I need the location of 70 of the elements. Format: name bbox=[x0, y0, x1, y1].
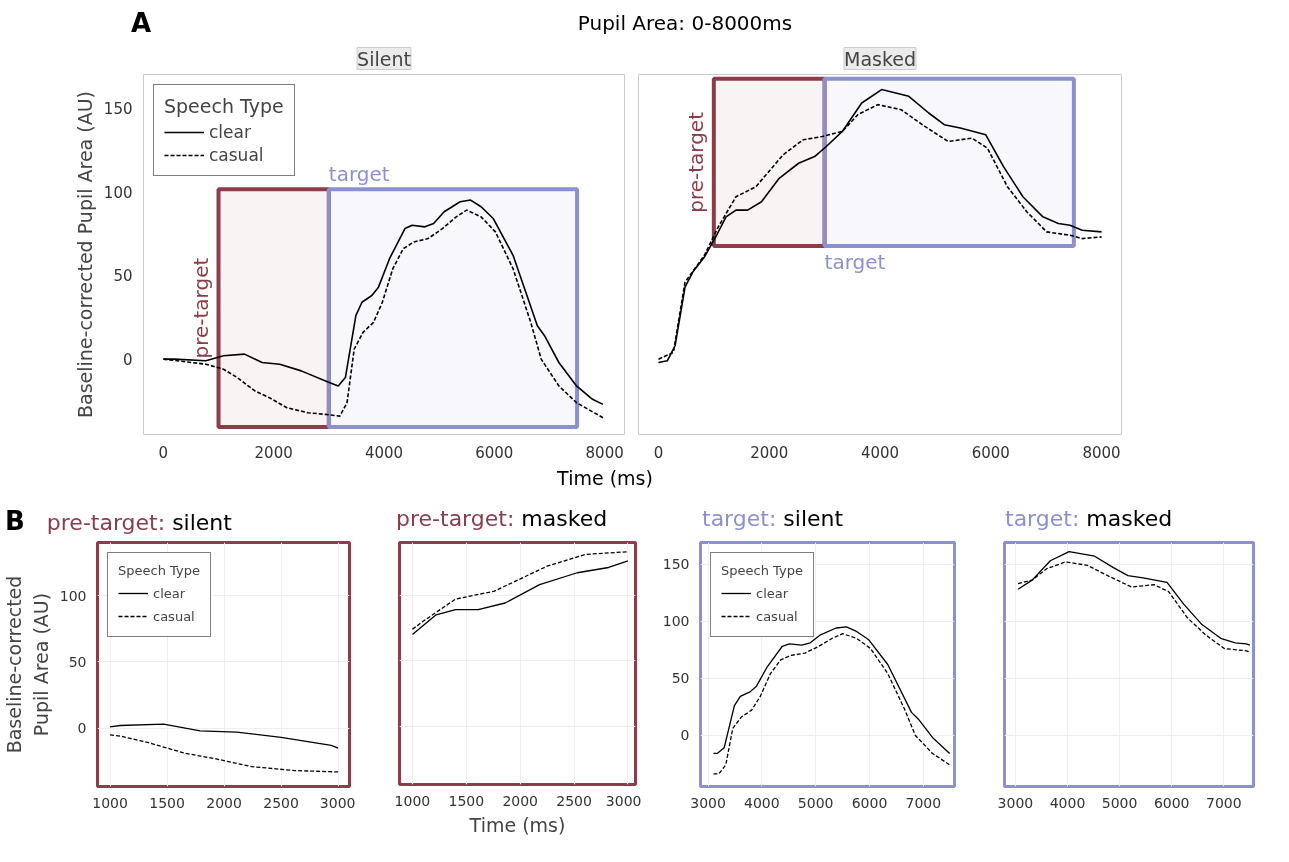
x-tick-label: 2000 bbox=[502, 792, 539, 809]
x-tick-label: 1500 bbox=[149, 794, 185, 811]
band-label: pre-target bbox=[683, 111, 708, 213]
x-tick-label: 4000 bbox=[364, 443, 404, 462]
x-tick-label: 5000 bbox=[797, 794, 834, 811]
legend-title: Speech Type bbox=[164, 95, 284, 117]
text: Pupil Area: 0-8000ms bbox=[577, 10, 793, 37]
y-tick-label: 100 bbox=[59, 587, 87, 604]
x-tick-label: 1000 bbox=[394, 792, 431, 809]
y-axis-title: Baseline-corrected Pupil Area (AU) bbox=[3, 575, 52, 754]
legend-label: casual bbox=[209, 145, 264, 165]
legend-title: Speech Type bbox=[118, 563, 200, 578]
band-label: pre-target bbox=[188, 257, 213, 359]
chart-title: target: silent bbox=[701, 505, 844, 533]
chart-title: Masked bbox=[843, 47, 917, 70]
y-tick-label: 150 bbox=[662, 556, 690, 573]
legend-label: casual bbox=[153, 608, 195, 624]
line-series bbox=[712, 633, 951, 775]
y-tick-label: 0 bbox=[77, 720, 87, 737]
x-tick-label: 6000 bbox=[971, 443, 1010, 462]
x-tick-label: 6000 bbox=[475, 443, 514, 462]
legend-label: casual bbox=[756, 608, 798, 624]
band-label: target bbox=[328, 162, 390, 187]
y-tick-label: 0 bbox=[680, 727, 690, 744]
x-tick-label: 6000 bbox=[1153, 794, 1190, 811]
text: A bbox=[131, 7, 152, 40]
line-series bbox=[712, 626, 951, 755]
x-tick-label: 6000 bbox=[851, 794, 888, 811]
x-tick-label: 3000 bbox=[319, 794, 356, 811]
x-tick-label: 2000 bbox=[206, 794, 242, 811]
y-axis-title: Baseline-corrected Pupil Area (AU) bbox=[73, 90, 96, 419]
y-tick-label: 50 bbox=[671, 670, 690, 687]
legend-title: Speech Type bbox=[721, 563, 803, 578]
chart-title: pre-target: masked bbox=[395, 505, 608, 533]
x-tick-label: 3000 bbox=[997, 794, 1034, 811]
legend-label: clear bbox=[153, 585, 186, 601]
legend-label: clear bbox=[209, 122, 251, 142]
x-tick-label: 8000 bbox=[585, 443, 624, 462]
y-tick-label: 100 bbox=[103, 183, 133, 202]
text: B bbox=[5, 506, 25, 536]
x-tick-label: 7000 bbox=[905, 794, 942, 811]
x-tick-label: 2500 bbox=[263, 794, 299, 811]
x-tick-label: 2000 bbox=[750, 443, 789, 462]
chart-title: target: masked bbox=[1004, 505, 1173, 533]
chart-title: pre-target: silent bbox=[46, 510, 232, 535]
x-tick-label: 2500 bbox=[556, 792, 592, 809]
x-tick-label: 4000 bbox=[1049, 794, 1086, 811]
x-tick-label: 2000 bbox=[254, 443, 293, 462]
y-tick-label: 50 bbox=[113, 267, 133, 286]
legend-label: clear bbox=[756, 585, 789, 601]
y-tick-label: 150 bbox=[103, 99, 133, 118]
x-tick-label: 7000 bbox=[1205, 794, 1242, 811]
x-axis-title: Time (ms) bbox=[468, 813, 566, 836]
chart-title: Silent bbox=[357, 47, 411, 70]
x-tick-label: 8000 bbox=[1082, 443, 1121, 462]
x-tick-label: 3000 bbox=[605, 792, 642, 809]
line-series bbox=[109, 734, 339, 773]
x-tick-label: 1500 bbox=[448, 792, 485, 809]
line-series bbox=[109, 723, 339, 749]
x-tick-label: 3000 bbox=[690, 794, 726, 811]
y-tick-label: 100 bbox=[662, 613, 690, 630]
x-tick-label: 4000 bbox=[860, 443, 900, 462]
x-axis-title: Time (ms) bbox=[556, 466, 654, 491]
band-label: target bbox=[824, 250, 886, 275]
y-tick-label: 50 bbox=[68, 653, 87, 670]
y-tick-label: 0 bbox=[122, 351, 133, 370]
x-tick-label: 4000 bbox=[744, 794, 780, 811]
x-tick-label: 5000 bbox=[1101, 794, 1138, 811]
x-tick-label: 0 bbox=[158, 443, 169, 462]
x-tick-label: 1000 bbox=[92, 794, 128, 811]
